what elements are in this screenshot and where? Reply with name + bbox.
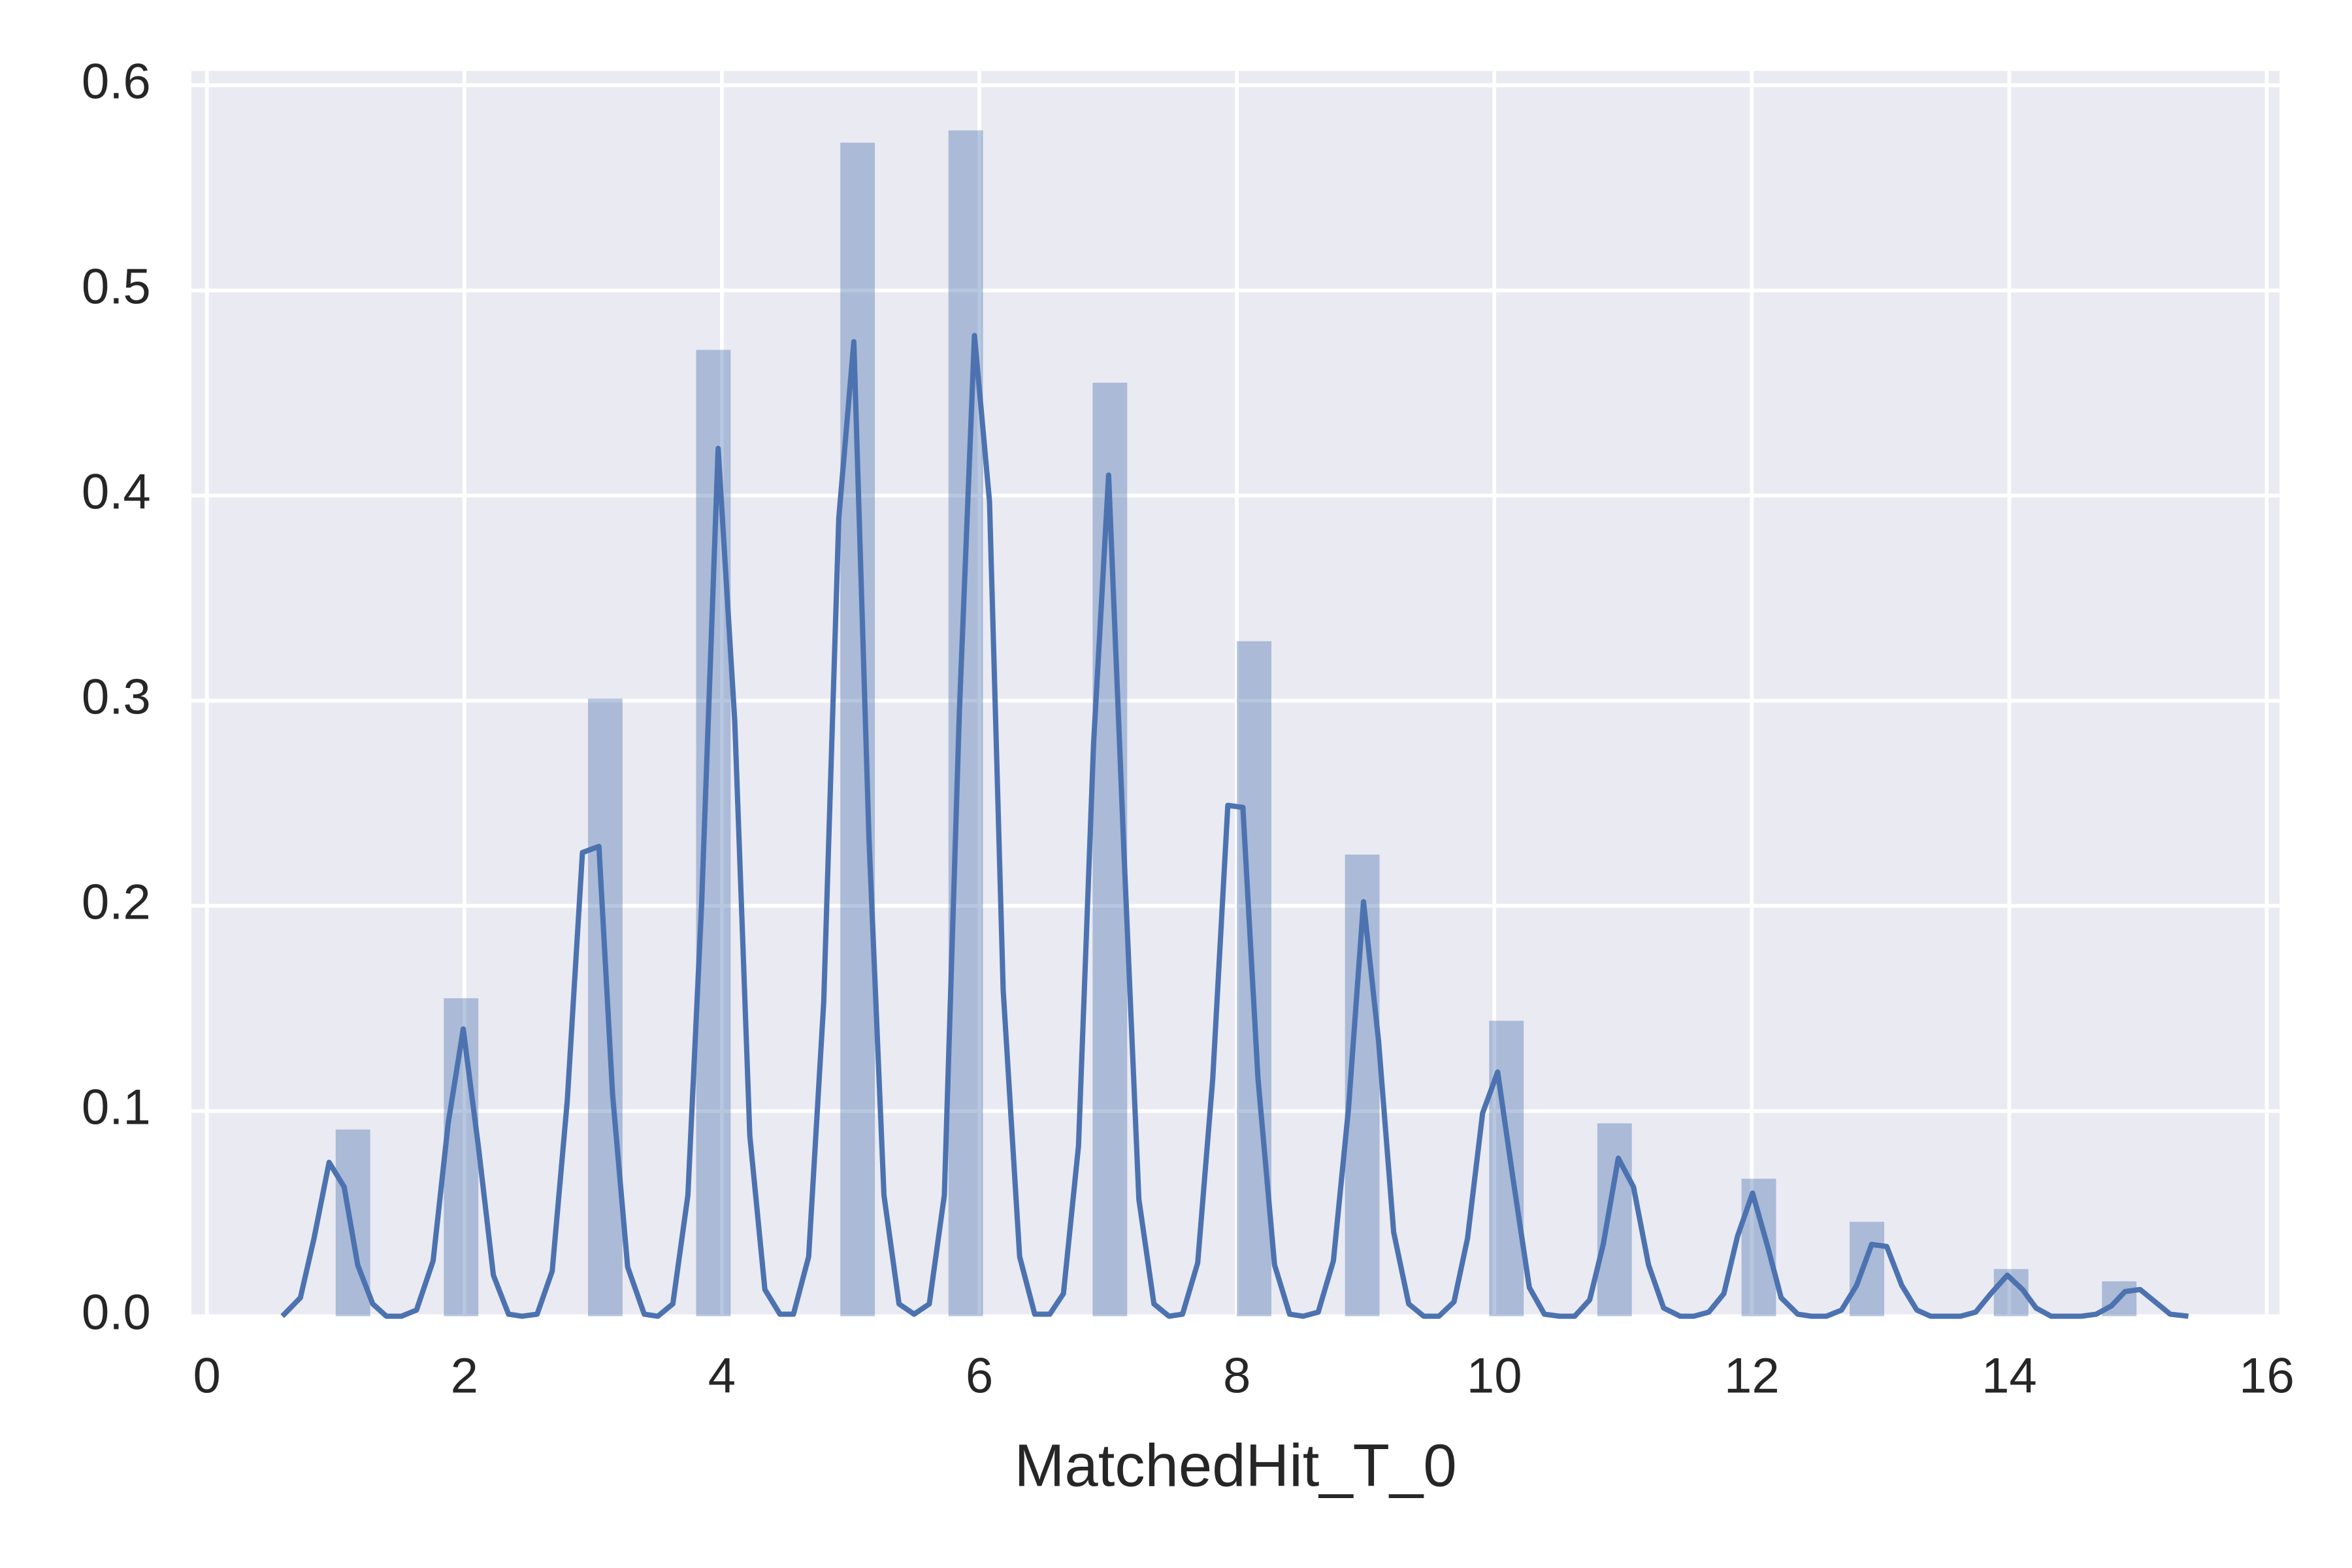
bar	[1850, 1222, 1884, 1316]
y-tick-label: 0.2	[82, 875, 151, 930]
lines	[280, 333, 2189, 1319]
bar	[1489, 1021, 1524, 1316]
x-tick-label: 6	[966, 1348, 993, 1404]
y-tick-label: 0.4	[82, 465, 151, 520]
tick-labels: 0.0 0.1 0.2 0.3 0.4 0.5 0.6 0 2 4 6 8 10 12 14 16	[82, 54, 2295, 1404]
x-tick-label: 14	[1982, 1348, 2037, 1404]
bar	[948, 130, 983, 1316]
x-tick-label: 10	[1467, 1348, 1522, 1404]
y-tick-label: 0.1	[82, 1080, 151, 1135]
y-tick-label: 0.5	[82, 259, 151, 315]
x-tick-label: 2	[451, 1348, 478, 1404]
bars	[335, 130, 2137, 1316]
y-tick-label: 0.0	[82, 1285, 151, 1341]
kde-line	[280, 333, 2189, 1319]
bar	[1741, 1179, 1776, 1316]
x-tick-label: 0	[193, 1348, 221, 1404]
x-tick-label: 16	[2239, 1348, 2295, 1404]
y-tick-label: 0.6	[82, 54, 151, 110]
y-tick-label: 0.3	[82, 670, 151, 725]
x-tick-label: 4	[708, 1348, 736, 1404]
x-axis-label: MatchedHit_T_0	[1015, 1431, 1457, 1499]
x-tick-label: 12	[1724, 1348, 1780, 1404]
bar	[1597, 1123, 1632, 1316]
bar	[840, 142, 875, 1316]
x-tick-label: 8	[1223, 1348, 1250, 1404]
bar	[696, 350, 731, 1316]
grid	[191, 71, 2280, 1318]
